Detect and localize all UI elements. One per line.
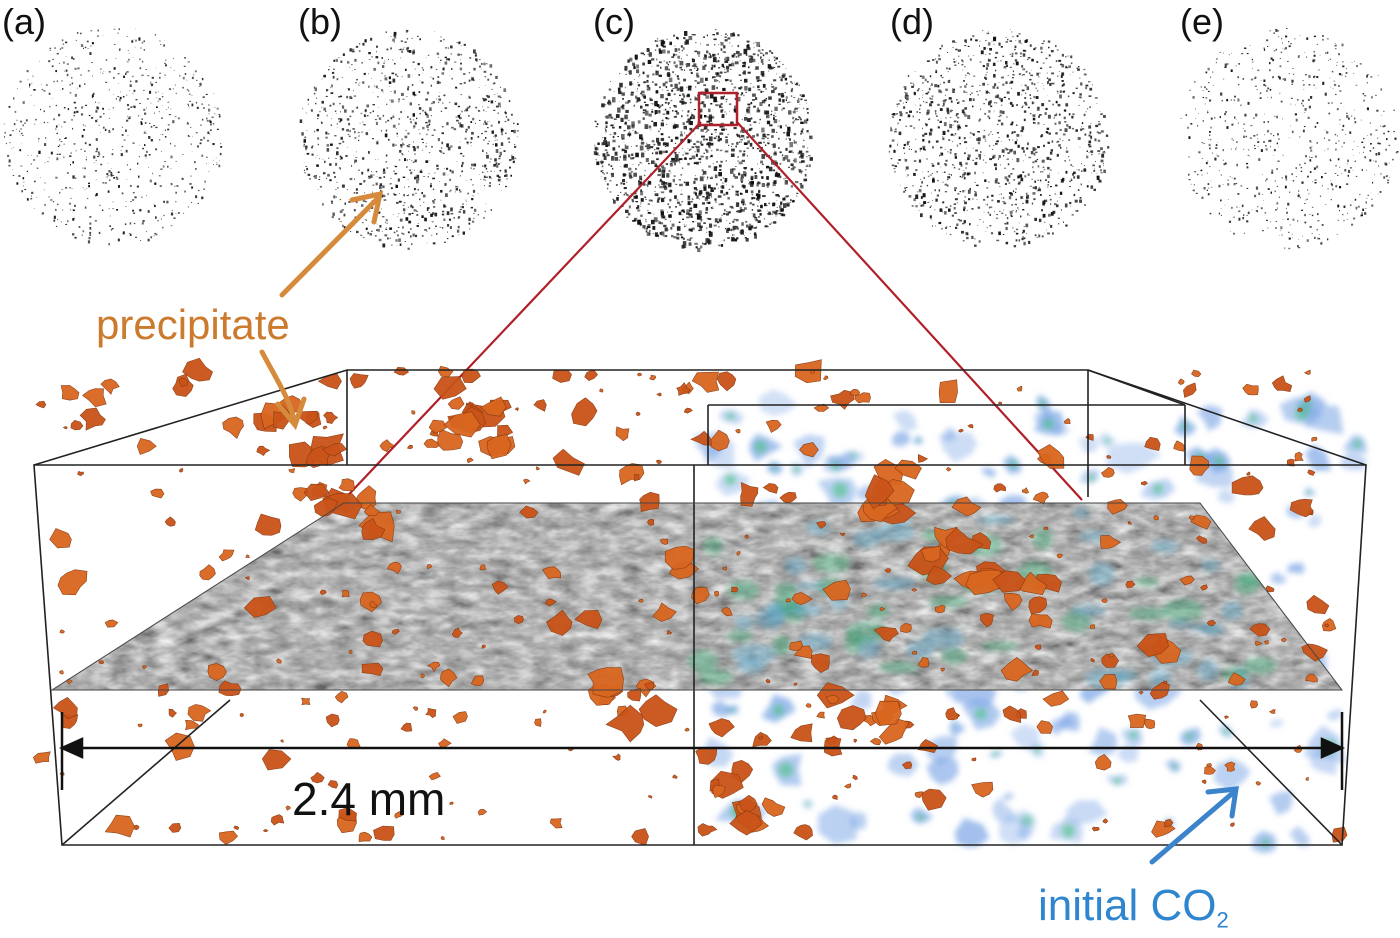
3d-volume-rendering	[32, 357, 1368, 854]
precipitate-label: precipitate	[96, 301, 290, 348]
volume-wireframe	[33, 369, 1367, 846]
zoom-indicator	[335, 91, 1083, 509]
precipitate-arrow-upper	[279, 190, 384, 298]
precipitate-blobs	[32, 357, 1348, 846]
panel-label-d: (d)	[890, 1, 934, 42]
ct-slice-disc	[888, 29, 1110, 248]
initial-co2-text: initial CO	[1038, 881, 1217, 930]
ct-slice-row	[3, 28, 1399, 253]
ct-slice-disc	[593, 29, 813, 253]
zoom-box	[697, 91, 739, 127]
co2-arrow	[1149, 786, 1239, 865]
zoom-line-left	[335, 121, 702, 509]
scale-dimension-line	[58, 712, 1346, 790]
scale-label: 2.4 mm	[292, 773, 446, 825]
precipitate-arrow-lower	[259, 349, 307, 431]
zoom-line-right	[736, 121, 1083, 501]
panel-label-c: (c)	[593, 1, 635, 42]
ct-slice-disc	[299, 29, 519, 250]
initial-co2-subscript: 2	[1216, 907, 1229, 933]
panel-label-a: (a)	[2, 1, 46, 42]
panel-label-b: (b)	[298, 1, 342, 42]
initial-co2-label: initial CO2	[1038, 884, 1229, 932]
ct-slice-disc	[1180, 28, 1399, 250]
panel-label-e: (e)	[1180, 1, 1224, 42]
ct-slice-disc	[3, 28, 223, 246]
